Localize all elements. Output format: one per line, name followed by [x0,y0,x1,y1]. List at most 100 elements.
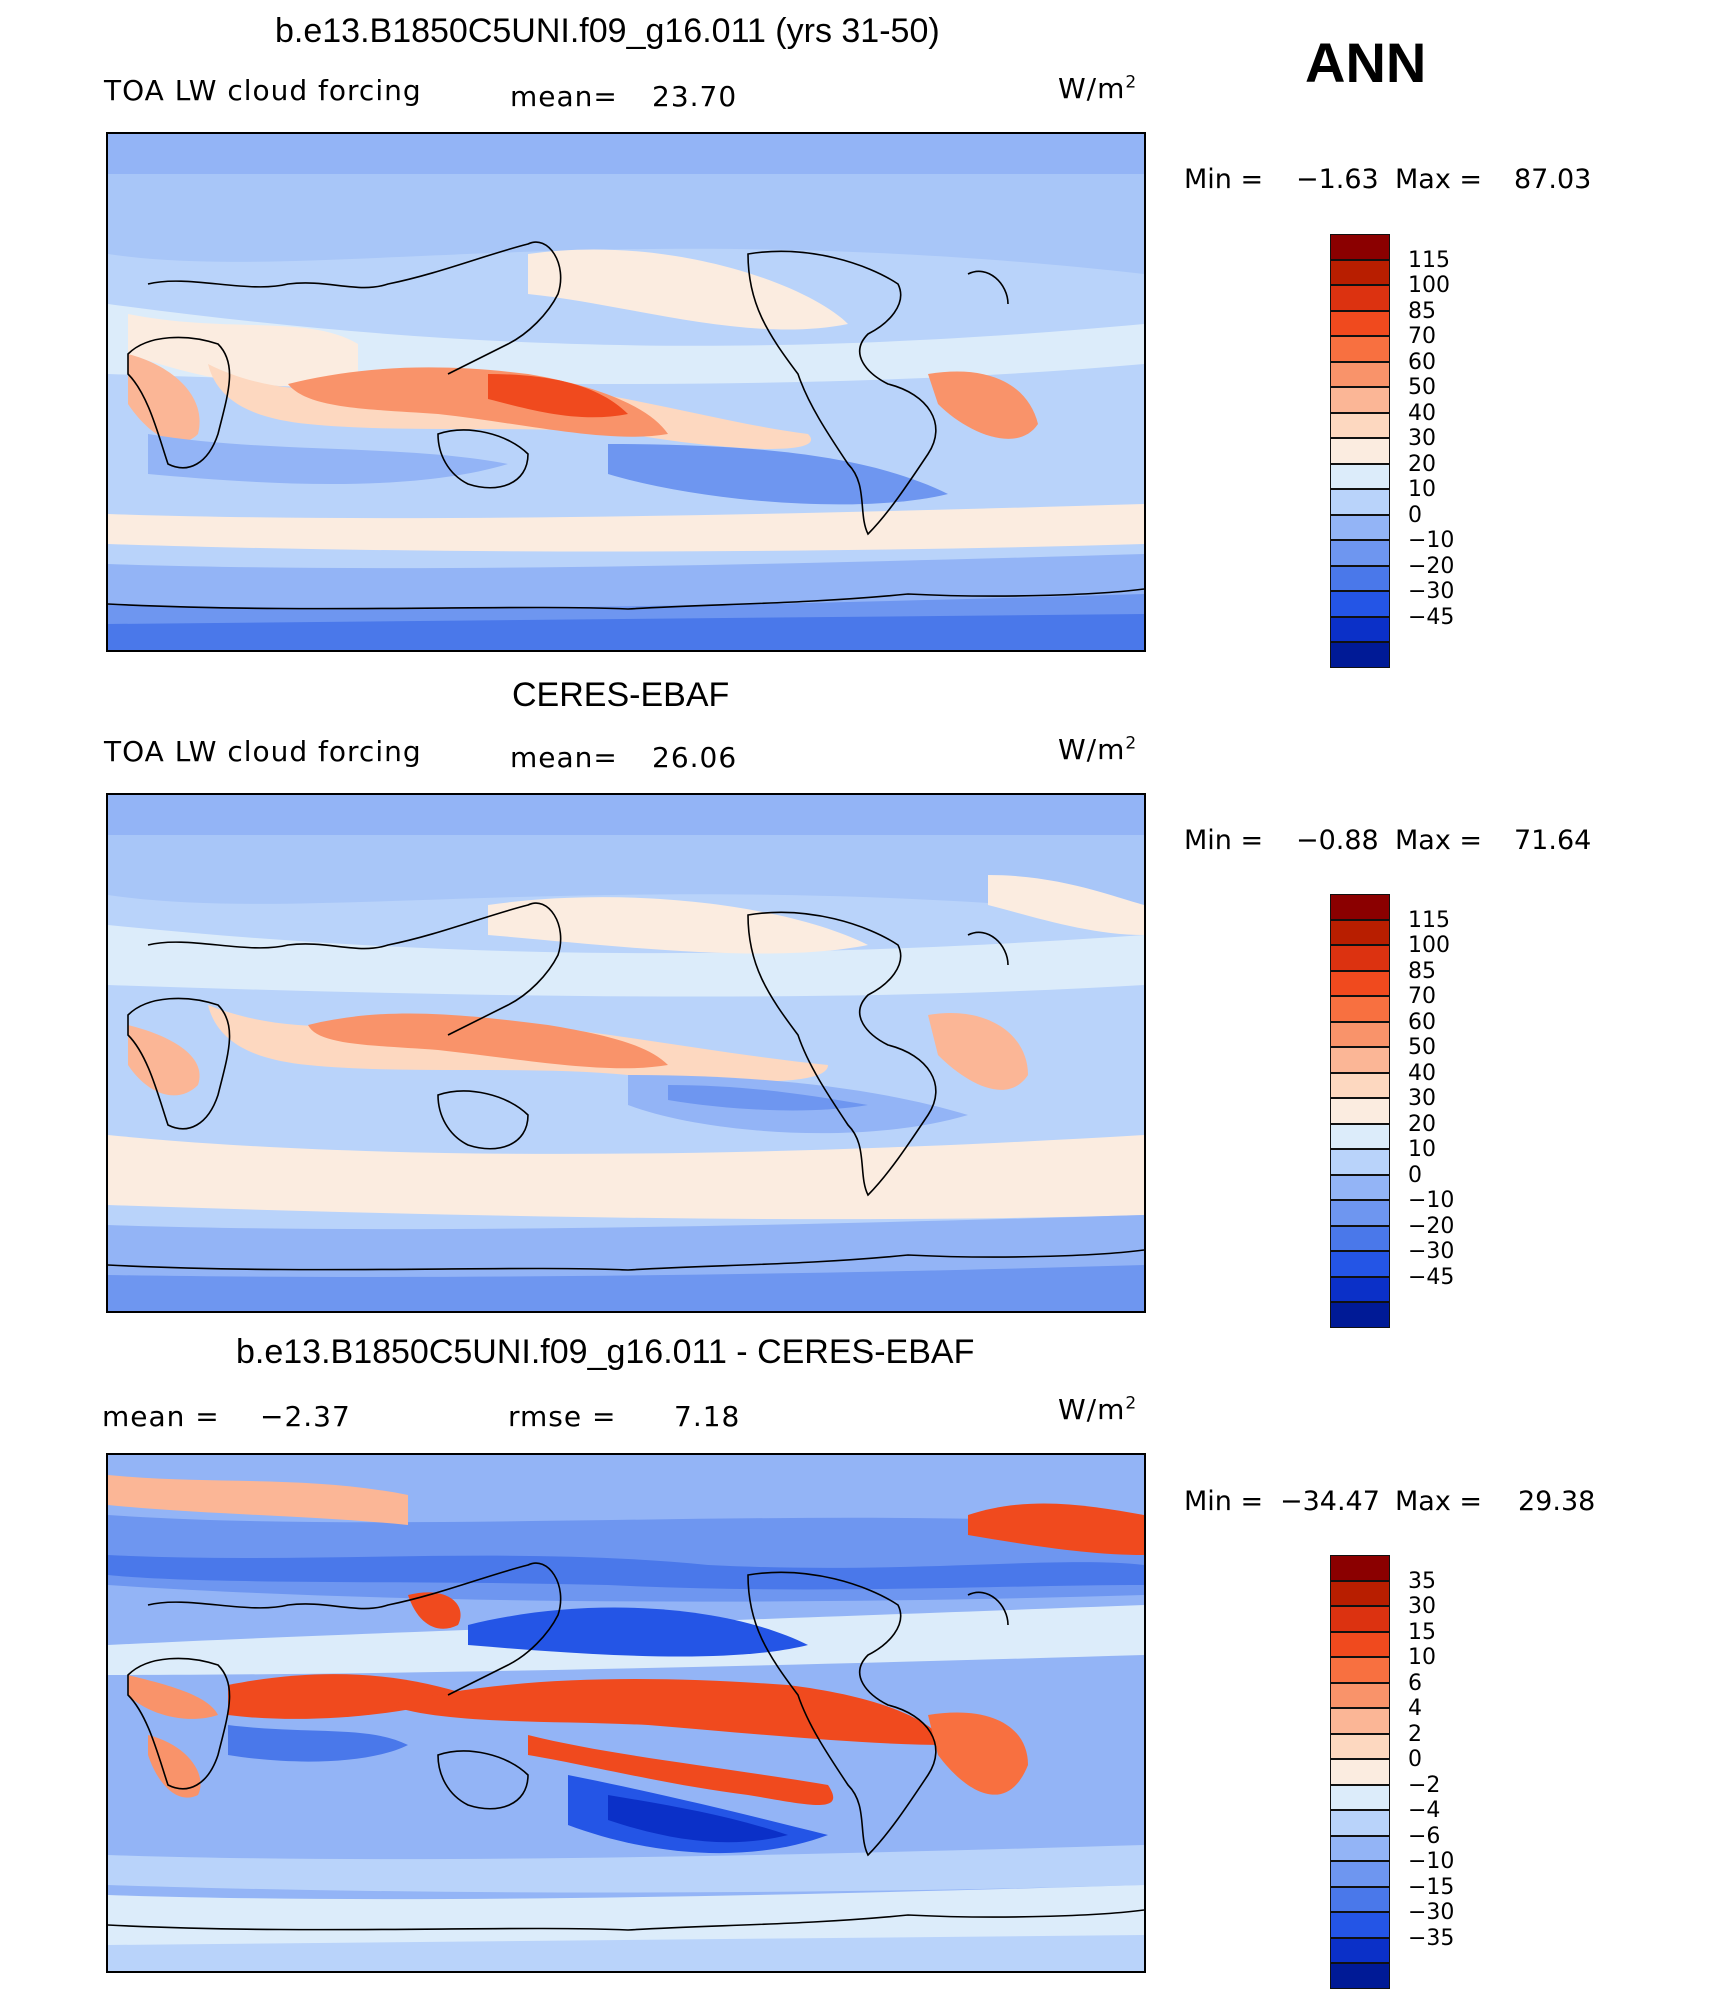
colorbar-swatch [1330,1861,1390,1887]
colorbar-swatch [1330,1937,1390,1963]
panel2-units: W/m2 [1058,733,1138,766]
colorbar-swatch [1330,1072,1390,1098]
panel2-min-value: −0.88 [1296,825,1379,856]
colorbar-swatch [1330,1021,1390,1047]
colorbar-swatch [1330,1606,1390,1632]
colorbar-swatch [1330,361,1390,387]
colorbar-swatch [1330,1098,1390,1124]
colorbar-tick-label: −10 [1408,1849,1455,1874]
colorbar-swatch [1330,234,1390,260]
colorbar-swatch [1330,1225,1390,1251]
colorbar-swatch [1330,1200,1390,1226]
panel3-rmse-value: 7.18 [674,1400,741,1433]
panel2-max-label: Max = [1395,825,1483,856]
colorbar-tick-label: −2 [1408,1772,1441,1798]
colorbar-swatch [1330,945,1390,971]
colorbar-swatch [1330,919,1390,945]
panel3-units: W/m2 [1058,1393,1138,1426]
season-label: ANN [1305,31,1427,94]
colorbar-tick-label: 70 [1408,984,1436,1009]
colorbar-tick-label: −10 [1408,1188,1455,1213]
panel1-units: W/m2 [1058,72,1138,105]
colorbar-tick-label: 2 [1408,1721,1422,1747]
colorbar-tick-label: −30 [1408,579,1455,604]
colorbar-tick-label: −20 [1408,553,1455,579]
panel2-mean-value: 26.06 [652,741,738,774]
panel1-contour-field [108,134,1144,650]
colorbar-swatch [1330,1302,1390,1328]
colorbar-swatch [1330,1708,1390,1734]
colorbar-tick-label: 6 [1408,1670,1422,1696]
colorbar-swatch [1330,970,1390,996]
colorbar-swatch [1330,1759,1390,1785]
panel1-max-value: 87.03 [1514,164,1592,195]
panel1-colorbar: 115 100 85 70 60 50 40 30 20 10 0 −10 −20 −30 −45 [1330,234,1454,668]
colorbar-swatch [1330,565,1390,591]
colorbar-tick-label: 60 [1408,1009,1436,1035]
colorbar-swatch [1330,1886,1390,1912]
colorbar-swatch [1330,310,1390,336]
colorbar-tick-label: 115 [1408,907,1450,933]
colorbar-swatch [1330,438,1390,464]
colorbar-swatch [1330,1810,1390,1836]
colorbar-swatch [1330,591,1390,617]
colorbar-tick-label: 10 [1408,1645,1436,1670]
panel1-mean-label: mean= [510,80,618,113]
colorbar-swatch [1330,642,1390,668]
colorbar-swatch [1330,489,1390,515]
colorbar-tick-label: 30 [1408,1086,1436,1111]
colorbar-swatch [1330,1835,1390,1861]
panel2-max-value: 71.64 [1514,825,1592,856]
colorbar-tick-label: 100 [1408,933,1450,958]
colorbar-swatch [1330,1912,1390,1938]
panel3-colorbar: 35 30 15 10 6 4 2 0 −2 −4 −6 −10 −15 −30 −35 [1330,1555,1454,1989]
colorbar-swatch [1330,1123,1390,1149]
panel3-contour-field [108,1455,1144,1971]
panel2-variable-label: TOA LW cloud forcing [104,735,422,768]
colorbar-tick-label: −15 [1408,1874,1455,1900]
colorbar-swatch [1330,514,1390,540]
colorbar-tick-label: 35 [1408,1568,1436,1594]
colorbar-swatch [1330,259,1390,285]
colorbar-tick-label: 30 [1408,1594,1436,1619]
colorbar-tick-label: 50 [1408,1035,1436,1060]
panel1-mean-value: 23.70 [652,80,738,113]
colorbar-swatch [1330,540,1390,566]
colorbar-tick-label: 0 [1408,1162,1422,1188]
colorbar-tick-label: −6 [1408,1823,1441,1849]
colorbar-tick-label: 10 [1408,477,1436,502]
panel2-min-label: Min = [1184,825,1264,856]
colorbar-tick-label: −45 [1408,604,1455,630]
panel3-max-value: 29.38 [1518,1486,1596,1517]
colorbar-swatch [1330,1733,1390,1759]
colorbar-tick-label: 50 [1408,375,1436,400]
panel2-map [106,793,1146,1313]
panel1-min-value: −1.63 [1296,164,1379,195]
colorbar-tick-label: −4 [1408,1798,1441,1823]
colorbar-swatch [1330,1174,1390,1200]
panel1-variable-label: TOA LW cloud forcing [104,74,422,107]
colorbar-tick-label: 20 [1408,1111,1436,1137]
colorbar-tick-label: −20 [1408,1213,1455,1239]
colorbar-swatch [1330,1047,1390,1073]
colorbar-swatch [1330,463,1390,489]
colorbar-tick-label: −10 [1408,528,1455,553]
colorbar-swatch [1330,412,1390,438]
panel3-min-value: −34.47 [1280,1486,1380,1517]
colorbar-tick-label: 10 [1408,1137,1436,1162]
colorbar-swatch [1330,1251,1390,1277]
colorbar-tick-label: 40 [1408,1060,1436,1086]
colorbar-swatch [1330,1784,1390,1810]
colorbar-tick-label: 115 [1408,247,1450,273]
panel3-rmse-label: rmse = [508,1400,617,1433]
colorbar-swatch [1330,996,1390,1022]
colorbar-tick-label: −30 [1408,1239,1455,1264]
panel1-max-label: Max = [1395,164,1483,195]
panel2-colorbar: 115 100 85 70 60 50 40 30 20 10 0 −10 −20 −30 −45 [1330,894,1454,1328]
colorbar-tick-label: 20 [1408,451,1436,477]
colorbar-tick-label: 100 [1408,273,1450,298]
panel1-min-label: Min = [1184,164,1264,195]
colorbar-swatch [1330,1657,1390,1683]
colorbar-swatch [1330,285,1390,311]
panel3-map [106,1453,1146,1973]
